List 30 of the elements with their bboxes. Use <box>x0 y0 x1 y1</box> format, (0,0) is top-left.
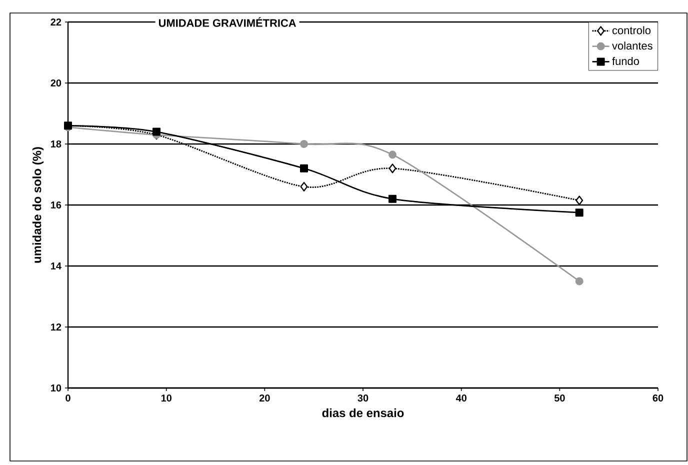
point <box>388 164 396 174</box>
y-tick-label: 22 <box>50 18 62 26</box>
point <box>300 164 308 172</box>
point <box>152 128 161 136</box>
chart-title: UMIDADE GRAVIMÉTRICA <box>158 17 296 27</box>
point <box>576 196 584 206</box>
point <box>300 182 308 192</box>
y-tick-label: 14 <box>51 262 62 270</box>
x-tick-label: 40 <box>456 394 466 402</box>
y-axis-title: umidade do solo (%) <box>32 147 44 263</box>
x-tick-label: 10 <box>161 394 172 402</box>
y-tick-label: 18 <box>51 140 62 148</box>
y-tick-label: 16 <box>51 201 62 209</box>
y-tick-label: 20 <box>50 79 62 87</box>
x-tick-label: 0 <box>66 394 70 402</box>
point <box>575 208 584 217</box>
point <box>300 140 308 148</box>
x-axis-title: dias de ensaio <box>322 408 404 418</box>
point <box>388 150 397 159</box>
x-tick-label: 30 <box>358 394 368 402</box>
y-tick-label: 12 <box>51 324 62 330</box>
x-tick-label: 20 <box>259 394 270 402</box>
y-tick-label: 10 <box>51 384 62 392</box>
legend-label: volantes <box>612 42 652 50</box>
point <box>388 194 397 203</box>
x-tick-label: 50 <box>554 394 565 402</box>
x-tick-label: 60 <box>652 394 664 402</box>
point <box>575 277 584 286</box>
legend-label: controlo <box>612 26 651 34</box>
legend-label: fundo <box>612 57 639 66</box>
